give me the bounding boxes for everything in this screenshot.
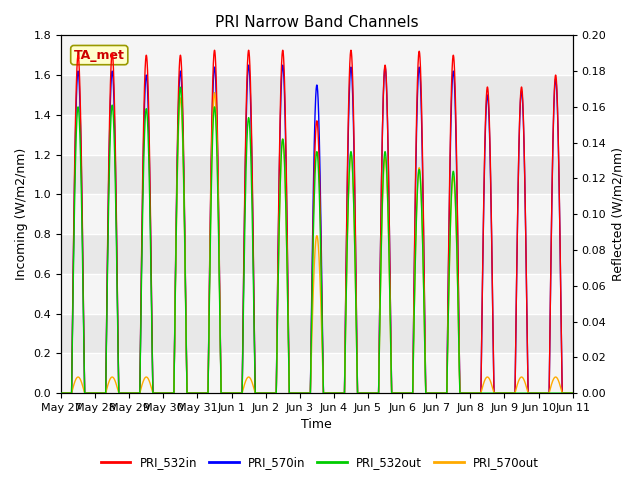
Text: TA_met: TA_met xyxy=(74,48,125,61)
Bar xyxy=(61,194,573,234)
Title: PRI Narrow Band Channels: PRI Narrow Band Channels xyxy=(215,15,419,30)
Legend: PRI_532in, PRI_570in, PRI_532out, PRI_570out: PRI_532in, PRI_570in, PRI_532out, PRI_57… xyxy=(96,452,544,474)
Bar xyxy=(61,115,573,155)
Y-axis label: Incoming (W/m2/nm): Incoming (W/m2/nm) xyxy=(15,148,28,280)
Bar xyxy=(61,353,573,393)
X-axis label: Time: Time xyxy=(301,419,332,432)
Y-axis label: Reflected (W/m2/nm): Reflected (W/m2/nm) xyxy=(612,147,625,281)
Bar xyxy=(61,36,573,75)
Bar xyxy=(61,274,573,313)
